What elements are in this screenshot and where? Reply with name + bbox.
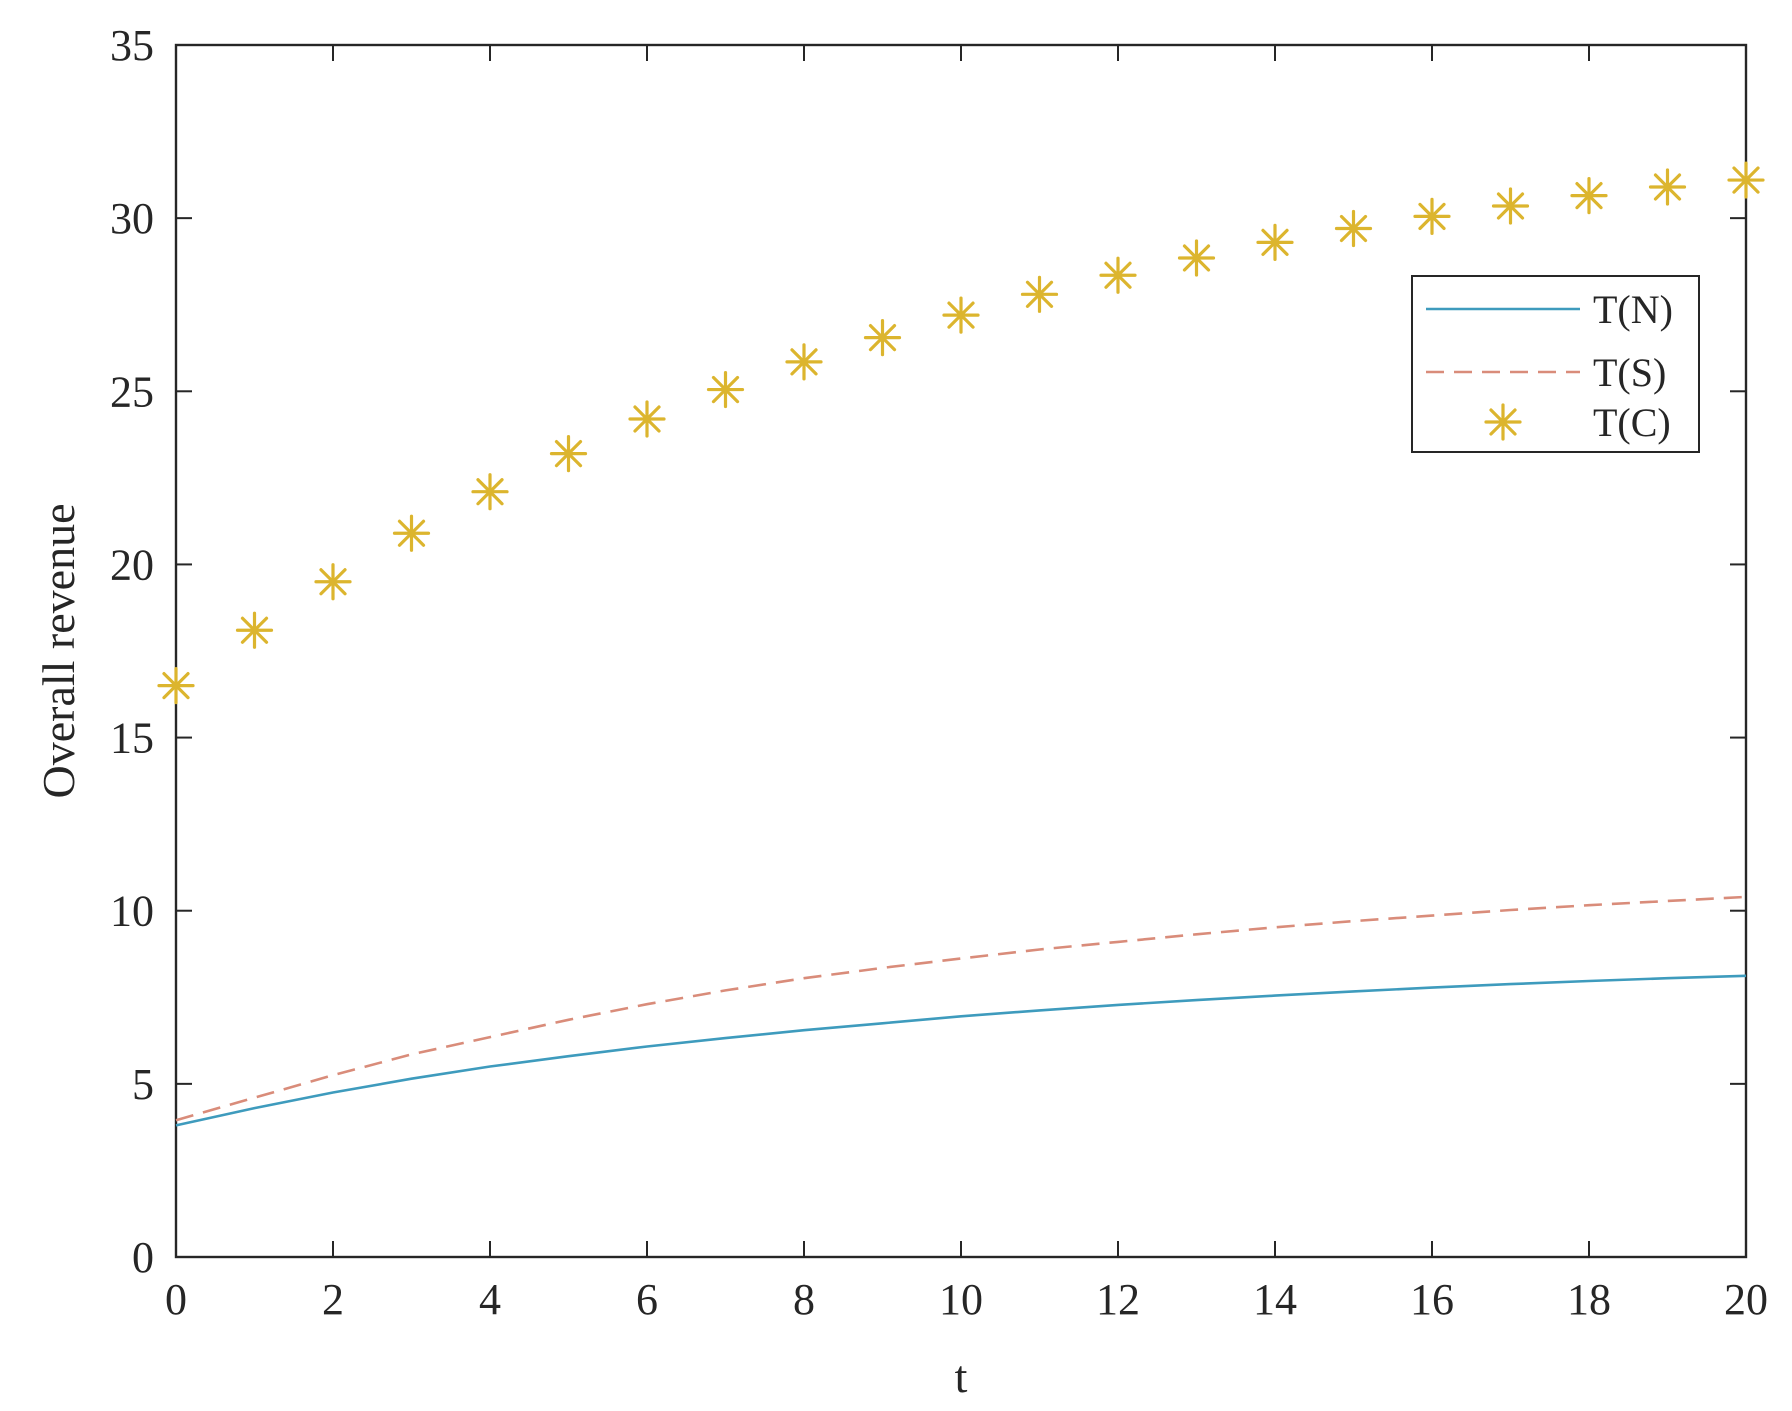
data-point-marker — [1727, 161, 1765, 199]
x-tick-label: 18 — [1567, 1275, 1611, 1324]
data-point-marker — [314, 563, 352, 601]
data-point-marker — [392, 514, 431, 552]
data-point-marker — [157, 667, 195, 705]
data-point-marker — [1491, 187, 1530, 225]
data-point-marker — [785, 343, 823, 381]
data-point-marker — [235, 611, 274, 649]
x-tick-label: 10 — [939, 1275, 983, 1324]
data-point-marker — [1648, 168, 1687, 206]
y-tick-label: 15 — [110, 714, 154, 763]
x-axis-ticks: 0 2 4 6 8 10 12 14 16 18 20 — [165, 45, 1768, 1324]
x-tick-label: 12 — [1096, 1275, 1140, 1324]
data-point-marker — [1256, 223, 1294, 261]
legend-marker-tc — [1484, 403, 1522, 441]
x-tick-label: 4 — [479, 1275, 501, 1324]
y-axis-ticks: 0 5 10 15 20 25 30 35 — [110, 21, 1746, 1282]
series-line-0 — [175, 974, 1747, 1127]
y-tick-label: 20 — [110, 540, 154, 589]
data-point-marker — [1413, 197, 1451, 236]
x-tick-label: 20 — [1724, 1275, 1768, 1324]
legend: T(N) T(S) T(C) — [1411, 275, 1700, 453]
y-tick-label: 5 — [132, 1060, 154, 1109]
data-point-marker — [1570, 177, 1608, 215]
legend-box — [1411, 275, 1700, 453]
x-tick-label: 8 — [793, 1275, 815, 1324]
data-point-marker — [1099, 256, 1137, 294]
x-tick-label: 2 — [322, 1275, 344, 1324]
y-tick-label: 10 — [110, 887, 154, 936]
legend-star — [1484, 403, 1522, 441]
y-axis-label: Overall revenue — [33, 503, 84, 798]
data-point-marker — [942, 296, 980, 334]
x-tick-label: 6 — [636, 1275, 658, 1324]
y-tick-label: 25 — [110, 367, 154, 416]
plot-area — [174, 43, 1748, 1259]
y-tick-label: 30 — [110, 194, 154, 243]
legend-label-tc: T(C) — [1593, 400, 1671, 445]
series-line-1 — [175, 895, 1747, 1122]
data-point-marker — [549, 435, 588, 473]
data-point-marker — [471, 473, 509, 511]
legend-label-tn: T(N) — [1593, 287, 1673, 332]
data-point-marker — [628, 400, 666, 438]
y-tick-label: 0 — [132, 1233, 154, 1282]
x-tick-label: 0 — [165, 1275, 187, 1324]
series-layer — [157, 161, 1765, 1127]
x-tick-label: 16 — [1410, 1275, 1454, 1324]
x-axis-label: t — [955, 1351, 968, 1402]
data-point-marker — [1177, 239, 1216, 277]
data-point-marker — [706, 370, 745, 409]
data-point-marker — [863, 319, 902, 357]
y-tick-label: 35 — [110, 21, 154, 70]
plot-frame — [174, 43, 1748, 1259]
legend-label-ts: T(S) — [1593, 350, 1666, 395]
data-point-marker — [1020, 275, 1059, 313]
data-point-marker — [1334, 209, 1373, 248]
x-tick-label: 14 — [1253, 1275, 1297, 1324]
